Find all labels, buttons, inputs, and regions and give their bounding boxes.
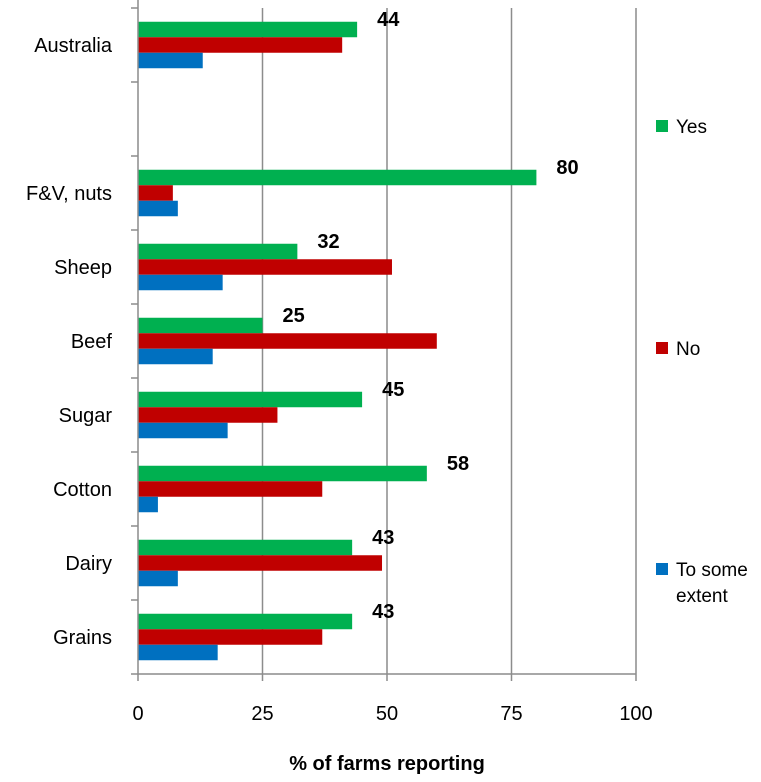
bar-to-some-extent-beef: [138, 348, 213, 365]
x-tick-label-25: 25: [251, 703, 273, 725]
data-label-dairy: 43: [372, 527, 394, 549]
bar-yes-beef: [138, 317, 263, 334]
bar-no-f-v-nuts: [138, 185, 173, 201]
bar-yes-sugar: [138, 391, 363, 408]
bar-yes-cotton: [138, 465, 427, 482]
bar-to-some-extent-grains: [138, 644, 218, 661]
bar-to-some-extent-dairy: [138, 570, 178, 587]
legend-swatch-to-some-extent: [656, 563, 668, 575]
bar-yes-sheep: [138, 243, 298, 260]
bar-to-some-extent-australia: [138, 52, 203, 69]
bar-yes-dairy: [138, 539, 353, 556]
data-label-beef: 25: [283, 305, 305, 327]
category-label-grains: Grains: [53, 627, 112, 649]
x-tick-label-75: 75: [500, 703, 522, 725]
category-label-sugar: Sugar: [59, 405, 113, 427]
legend-label-to-some-extent-line2: extent: [676, 586, 728, 607]
x-tick-label-0: 0: [132, 703, 143, 725]
legend-label-no: No: [676, 339, 700, 360]
bar-to-some-extent-sheep: [138, 274, 223, 291]
data-label-sheep: 32: [317, 231, 339, 253]
axes: [131, 0, 637, 681]
legend-swatch-no: [656, 342, 668, 354]
legend-label-yes: Yes: [676, 117, 707, 138]
bar-yes-australia: [138, 21, 358, 38]
bar-to-some-extent-cotton: [138, 496, 158, 513]
x-axis-title: % of farms reporting: [289, 753, 485, 775]
category-label-dairy: Dairy: [65, 553, 112, 575]
bar-yes-grains: [138, 613, 353, 630]
bar-no-australia: [138, 37, 343, 53]
bar-no-beef: [138, 333, 437, 349]
x-tick-label-100: 100: [619, 703, 652, 725]
legend: Yes No To some extent: [656, 117, 748, 607]
bars: [138, 21, 537, 661]
data-label-cotton: 58: [447, 453, 469, 475]
bar-no-grains: [138, 629, 323, 645]
category-labels: Australia F&V, nuts Sheep Beef Sugar Cotton Da…: [26, 35, 113, 649]
x-tick-label-50: 50: [376, 703, 398, 725]
category-label-beef: Beef: [71, 331, 113, 353]
category-label-f-v-nuts: F&V, nuts: [26, 183, 112, 205]
bar-no-dairy: [138, 555, 383, 571]
tick-labels: 0 25 50 75 100: [132, 703, 652, 725]
category-label-australia: Australia: [34, 35, 113, 57]
data-label-f-v-nuts: 80: [556, 157, 578, 179]
data-label-australia: 44: [377, 9, 400, 31]
legend-swatch-yes: [656, 120, 668, 132]
bar-yes-f-v-nuts: [138, 169, 537, 186]
legend-label-to-some-extent-line1: To some: [676, 560, 748, 581]
bar-no-cotton: [138, 481, 323, 497]
bar-no-sheep: [138, 259, 392, 275]
category-label-cotton: Cotton: [53, 479, 112, 501]
bar-no-sugar: [138, 407, 278, 423]
bar-to-some-extent-sugar: [138, 422, 228, 439]
bar-to-some-extent-f-v-nuts: [138, 200, 178, 217]
category-label-sheep: Sheep: [54, 257, 112, 279]
data-label-sugar: 45: [382, 379, 404, 401]
data-labels: 44 80 32 25 45 58 43 43: [283, 9, 579, 623]
data-label-grains: 43: [372, 601, 394, 623]
